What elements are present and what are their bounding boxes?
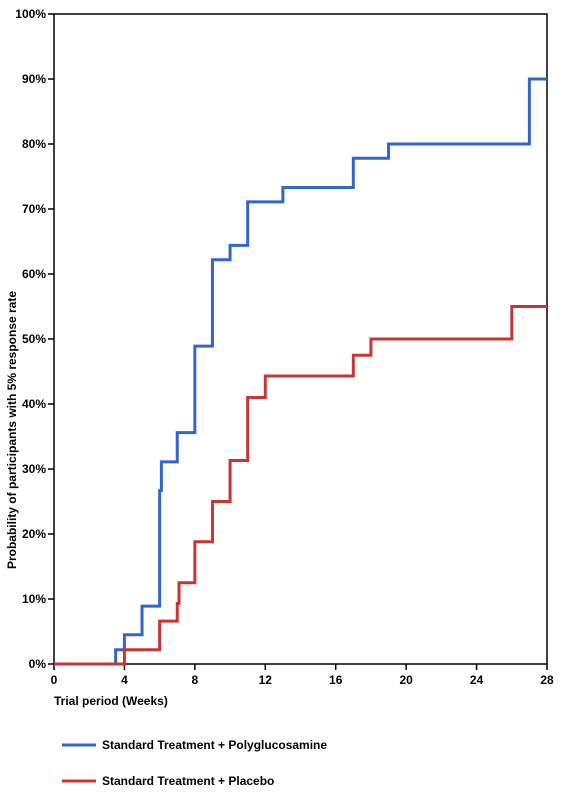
legend: Standard Treatment + Polyglucosamine Stan… (62, 738, 327, 788)
y-tick-label: 10% (22, 592, 46, 606)
page-container: { "chart": { "type": "step-line", "backg… (0, 0, 567, 809)
y-tick-label: 80% (22, 137, 46, 151)
x-tick-label: 4 (121, 673, 128, 687)
x-tick-label: 12 (259, 673, 273, 687)
y-tick-label: 70% (22, 202, 46, 216)
x-tick-label: 20 (399, 673, 413, 687)
x-tick-label: 8 (192, 673, 199, 687)
legend-label: Standard Treatment + Placebo (102, 774, 274, 788)
y-tick-label: 40% (22, 397, 46, 411)
y-tick-label: 100% (15, 7, 46, 21)
x-tick-label: 16 (329, 673, 343, 687)
x-tick-label: 24 (470, 673, 484, 687)
y-tick-label: 0% (29, 657, 47, 671)
series-line-0 (54, 79, 547, 664)
y-axis-label: Probability of participants with 5% resp… (5, 291, 19, 569)
y-axis: 0% 10% 20% 30% 40% 50% 60% 70% 80% 90% 100% (15, 7, 54, 671)
y-tick-label: 50% (22, 332, 46, 346)
chart-svg: 0% 10% 20% 30% 40% 50% 60% 70% 80% 90% 100% 0 4 8 12 1… (0, 0, 567, 809)
series-group (54, 79, 547, 664)
y-tick-label: 20% (22, 527, 46, 541)
series-line-1 (54, 307, 547, 665)
x-tick-label: 28 (540, 673, 554, 687)
legend-label: Standard Treatment + Polyglucosamine (102, 738, 327, 752)
x-tick-label: 0 (51, 673, 58, 687)
x-axis-label: Trial period (Weeks) (54, 694, 168, 708)
x-axis: 0 4 8 12 16 20 24 28 (51, 664, 554, 687)
y-tick-label: 30% (22, 462, 46, 476)
y-tick-label: 90% (22, 72, 46, 86)
y-tick-label: 60% (22, 267, 46, 281)
